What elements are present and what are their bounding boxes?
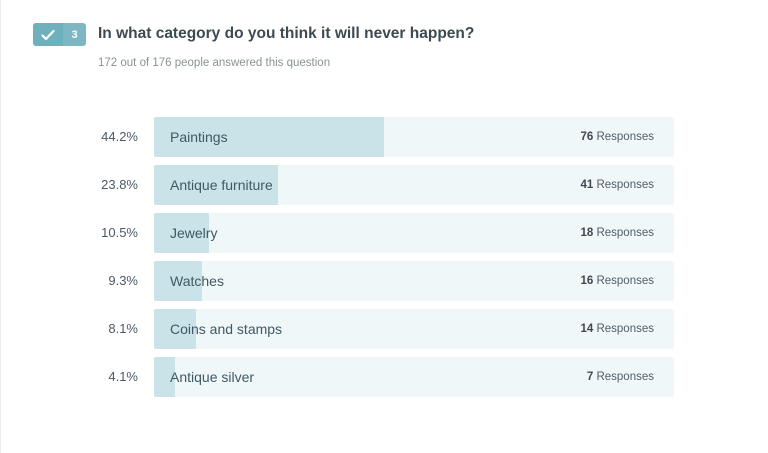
result-count-unit: Responses	[596, 227, 654, 239]
result-response-count: 16 Responses	[580, 261, 654, 301]
result-row: 23.8% Antique furniture 41 Responses	[1, 165, 768, 205]
result-percent: 23.8%	[101, 177, 138, 192]
result-bar[interactable]: Jewelry 18 Responses	[154, 213, 674, 253]
result-row: 10.5% Jewelry 18 Responses	[1, 213, 768, 253]
result-count-number: 16	[580, 275, 594, 287]
check-icon	[33, 23, 63, 46]
result-label: Coins and stamps	[170, 321, 283, 337]
result-bar[interactable]: Antique silver 7 Responses	[154, 357, 674, 397]
result-label: Antique furniture	[170, 177, 273, 193]
result-bar[interactable]: Coins and stamps 14 Responses	[154, 309, 674, 349]
result-bar-fill	[154, 165, 278, 205]
result-bar[interactable]: Paintings 76 Responses	[154, 117, 674, 157]
question-number: 3	[71, 28, 78, 41]
question-title: In what category do you think it will ne…	[98, 25, 475, 42]
result-percent: 10.5%	[101, 225, 138, 240]
result-response-count: 41 Responses	[580, 165, 654, 205]
question-answer-count: 172 out of 176 people answered this ques…	[98, 57, 331, 69]
result-count-number: 14	[580, 323, 594, 335]
result-count-unit: Responses	[596, 179, 654, 191]
result-percent: 8.1%	[108, 321, 138, 336]
result-label: Jewelry	[170, 225, 218, 241]
result-bar-fill	[154, 357, 176, 397]
result-label: Antique silver	[170, 369, 255, 385]
result-count-unit: Responses	[596, 275, 654, 287]
result-label: Watches	[170, 273, 224, 289]
result-bar[interactable]: Watches 16 Responses	[154, 261, 674, 301]
result-row: 8.1% Coins and stamps 14 Responses	[1, 309, 768, 349]
result-label: Paintings	[170, 129, 228, 145]
result-count-number: 7	[586, 371, 594, 383]
result-count-unit: Responses	[596, 371, 654, 383]
result-bar-fill	[154, 309, 197, 349]
question-badge: 3	[33, 23, 86, 46]
result-count-number: 41	[580, 179, 594, 191]
result-response-count: 76 Responses	[580, 117, 654, 157]
result-count-number: 76	[580, 131, 594, 143]
result-response-count: 14 Responses	[580, 309, 654, 349]
result-bar-fill	[154, 261, 203, 301]
result-response-count: 7 Responses	[587, 357, 654, 397]
result-row: 4.1% Antique silver 7 Responses	[1, 357, 768, 397]
result-row: 9.3% Watches 16 Responses	[1, 261, 768, 301]
result-count-number: 18	[580, 227, 594, 239]
result-response-count: 18 Responses	[580, 213, 654, 253]
result-bar-fill	[154, 213, 209, 253]
result-percent: 44.2%	[101, 129, 138, 144]
result-percent: 9.3%	[108, 273, 138, 288]
result-bar-fill	[154, 117, 384, 157]
result-percent: 4.1%	[108, 369, 138, 384]
results-list: 44.2% Paintings 76 Responses 23.8% Antiq…	[1, 117, 768, 405]
result-count-unit: Responses	[596, 323, 654, 335]
result-row: 44.2% Paintings 76 Responses	[1, 117, 768, 157]
result-bar[interactable]: Antique furniture 41 Responses	[154, 165, 674, 205]
result-count-unit: Responses	[596, 131, 654, 143]
